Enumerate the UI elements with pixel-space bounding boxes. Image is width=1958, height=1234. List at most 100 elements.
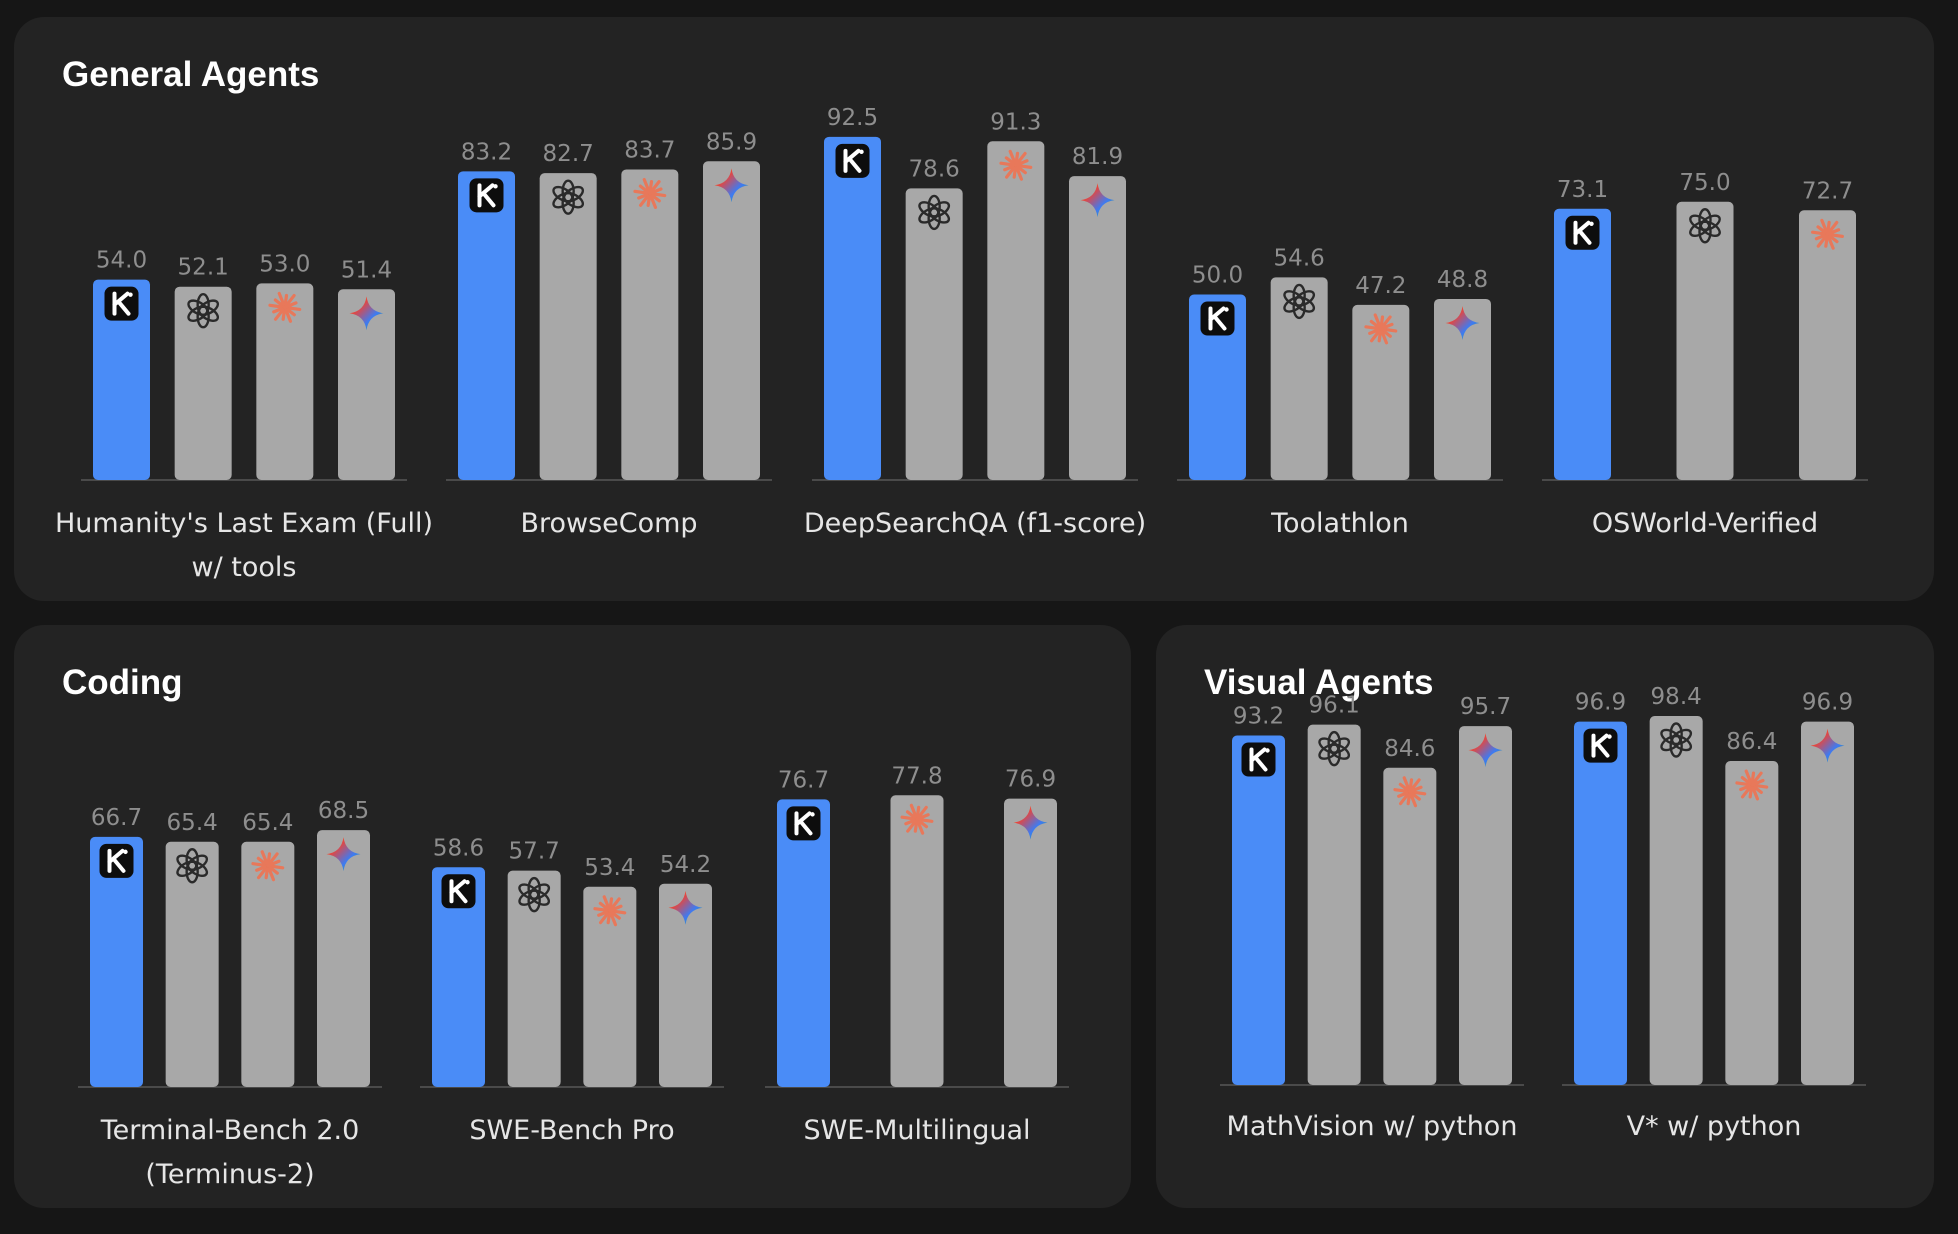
- data-label: 92.5: [827, 105, 878, 131]
- bar-openai: [905, 188, 963, 481]
- gemini-icon: [326, 837, 361, 872]
- gemini-icon: [1810, 728, 1845, 763]
- data-label: 65.4: [242, 810, 293, 836]
- claude-icon: [1364, 313, 1398, 345]
- bar-group: 76.7 77.8 76.9 SWE-Multilingual: [765, 763, 1069, 1146]
- bar-claude: [1352, 304, 1410, 480]
- data-label: 77.8: [891, 763, 942, 789]
- gemini-icon: [1080, 183, 1115, 218]
- bar-gemini: [1004, 798, 1057, 1087]
- data-label: 48.8: [1437, 267, 1488, 293]
- claude-icon: [1735, 769, 1769, 801]
- bar-kimi: [1574, 721, 1627, 1085]
- claude-icon: [1393, 776, 1427, 808]
- bar-claude: [987, 141, 1045, 480]
- category-label: w/ tools: [192, 552, 297, 583]
- visual-agents-chart: 93.2 96.1 84.6 95.7 MathVision w/ python 96.9…: [1220, 684, 1866, 1142]
- data-label: 96.9: [1575, 690, 1626, 716]
- panel-title: Coding: [62, 663, 183, 702]
- bar-kimi: [90, 836, 143, 1087]
- data-label: 96.1: [1309, 693, 1360, 719]
- claude-icon: [251, 850, 285, 882]
- bar-group: 96.9 98.4 86.4 96.9 V* w/ python: [1562, 684, 1866, 1142]
- coding-chart: 66.7 65.4 65.4 68.5 Terminal-Bench 2.0 (Termi…: [78, 763, 1069, 1190]
- bar-kimi: [1189, 294, 1246, 480]
- bar-kimi: [432, 867, 485, 1087]
- category-label: V* w/ python: [1627, 1111, 1802, 1142]
- bar-gemini: [1801, 721, 1854, 1085]
- panel-title: General Agents: [62, 55, 320, 94]
- data-label: 66.7: [91, 805, 142, 831]
- bar-group: 83.2 82.7 83.7 85.9 BrowseComp: [446, 129, 772, 539]
- data-label: 54.6: [1274, 245, 1325, 271]
- data-label: 96.9: [1802, 690, 1853, 716]
- kimi-icon: [1565, 215, 1600, 250]
- claude-icon: [999, 149, 1033, 181]
- data-label: 54.0: [96, 248, 147, 274]
- bar-claude: [583, 886, 637, 1087]
- data-label: 53.0: [259, 251, 310, 277]
- data-label: 93.2: [1233, 704, 1284, 730]
- category-label: SWE-Bench Pro: [469, 1115, 674, 1146]
- data-label: 78.6: [909, 156, 960, 182]
- data-label: 72.7: [1802, 178, 1853, 204]
- data-label: 91.3: [990, 109, 1041, 135]
- gemini-icon: [1013, 805, 1048, 840]
- data-label: 73.1: [1557, 177, 1608, 203]
- bar-openai: [539, 173, 597, 481]
- openai-icon: [918, 194, 951, 231]
- claude-icon: [593, 895, 627, 927]
- claude-icon: [268, 291, 302, 323]
- data-label: 76.7: [778, 767, 829, 793]
- bar-group: 92.5 78.6 91.3 81.9 DeepSearchQA (f1-score): [804, 105, 1146, 539]
- openai-icon: [1283, 283, 1316, 320]
- kimi-icon: [1241, 742, 1276, 777]
- bar-openai: [1676, 201, 1734, 480]
- bar-claude: [1383, 767, 1437, 1085]
- category-label: SWE-Multilingual: [803, 1115, 1030, 1146]
- bar-claude: [241, 841, 295, 1087]
- openai-icon: [552, 179, 585, 215]
- bar-openai: [1649, 716, 1703, 1085]
- bar-gemini: [338, 289, 395, 480]
- category-label: Toolathlon: [1270, 508, 1409, 539]
- data-label: 98.4: [1651, 684, 1702, 710]
- data-label: 58.6: [433, 835, 484, 861]
- data-label: 82.7: [543, 141, 594, 167]
- bar-claude: [256, 283, 314, 480]
- bar-kimi: [824, 136, 881, 480]
- data-label: 75.0: [1679, 170, 1730, 196]
- openai-icon: [518, 876, 551, 913]
- bar-kimi: [1554, 208, 1611, 480]
- general-agents-panel: General Agents 54.0 52.1 53.0 51.4 Humanity'…: [14, 17, 1934, 601]
- data-label: 68.5: [318, 798, 369, 824]
- openai-icon: [187, 293, 220, 329]
- category-label: MathVision w/ python: [1227, 1111, 1518, 1142]
- panel-title: Visual Agents: [1204, 663, 1434, 702]
- category-label: BrowseComp: [520, 508, 697, 539]
- category-label: Humanity's Last Exam (Full): [55, 508, 433, 539]
- visual-agents-panel: Visual Agents 93.2 96.1 84.6 95.7 MathVision…: [1156, 625, 1934, 1208]
- data-label: 83.7: [624, 137, 675, 163]
- bar-openai: [507, 870, 561, 1087]
- data-label: 84.6: [1384, 736, 1435, 762]
- kimi-icon: [835, 143, 870, 178]
- kimi-icon: [469, 178, 504, 213]
- bar-claude: [890, 795, 944, 1087]
- kimi-icon: [441, 874, 476, 909]
- bar-kimi: [458, 171, 515, 480]
- category-label: Terminal-Bench 2.0: [100, 1115, 360, 1146]
- bar-openai: [1307, 724, 1361, 1085]
- data-label: 95.7: [1460, 694, 1511, 720]
- bar-gemini: [1069, 176, 1126, 480]
- claude-icon: [633, 177, 667, 209]
- category-label: DeepSearchQA (f1-score): [804, 508, 1146, 539]
- data-label: 86.4: [1726, 729, 1777, 755]
- bar-kimi: [1232, 735, 1285, 1085]
- openai-icon: [1689, 208, 1721, 244]
- data-label: 85.9: [706, 129, 757, 155]
- gemini-icon: [668, 890, 703, 925]
- kimi-icon: [104, 286, 139, 321]
- openai-icon: [1660, 722, 1693, 758]
- bar-openai: [174, 286, 232, 480]
